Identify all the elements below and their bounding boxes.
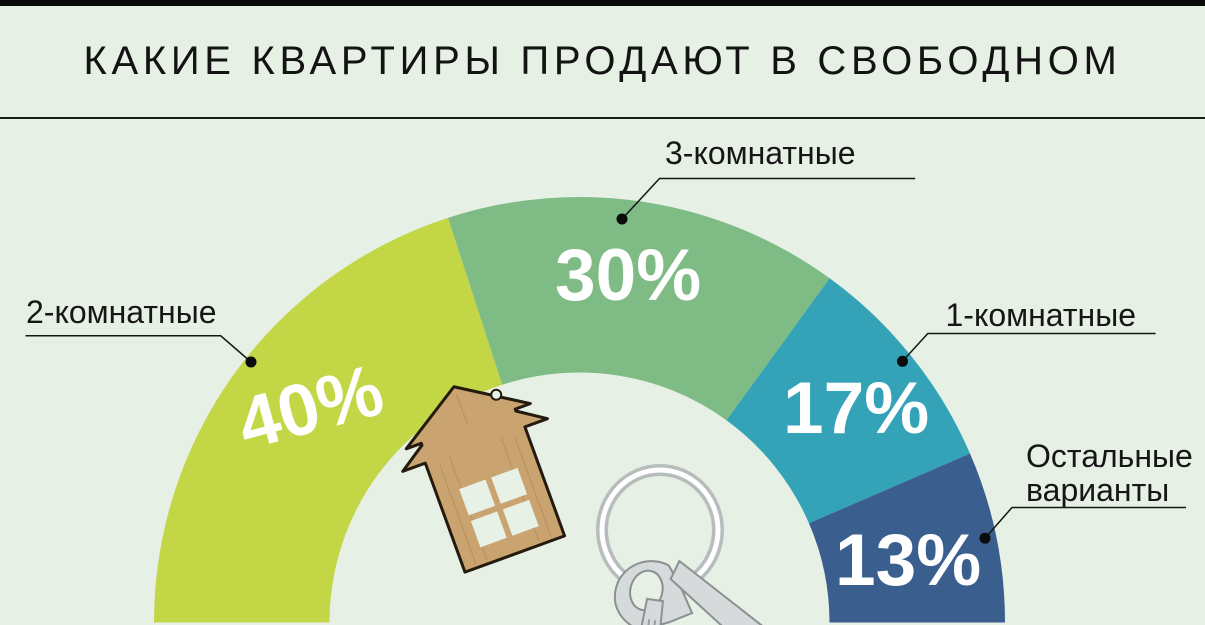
svg-text:13%: 13%	[835, 520, 981, 601]
svg-text:варианты: варианты	[1026, 472, 1169, 508]
svg-text:2-комнатные: 2-комнатные	[26, 294, 217, 330]
svg-text:17%: 17%	[783, 368, 929, 449]
svg-text:Остальные: Остальные	[1026, 438, 1193, 474]
svg-text:30%: 30%	[555, 235, 701, 316]
svg-text:1-комнатные: 1-комнатные	[946, 297, 1137, 333]
svg-text:3-комнатные: 3-комнатные	[665, 135, 856, 171]
